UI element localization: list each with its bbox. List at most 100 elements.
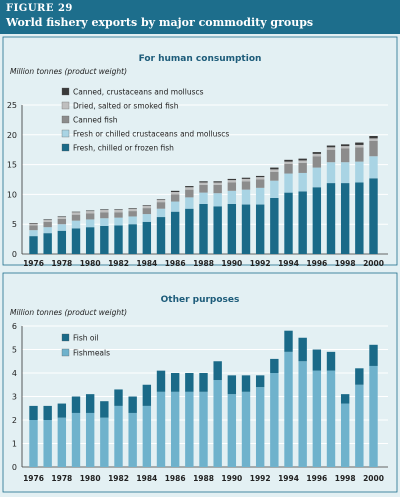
bar-segment-4-1992 <box>255 175 265 178</box>
bar-segment-4-1996 <box>312 152 322 154</box>
bar-segment-3-1981 <box>100 209 109 213</box>
x-tick-label: 1980 <box>80 259 101 268</box>
bar-segment-3-1992 <box>255 177 265 180</box>
bar-segment-0-1985 <box>156 391 166 467</box>
bar-segment-0-1988 <box>199 203 208 254</box>
bar-segment-2-1987 <box>185 189 194 198</box>
bar-segment-1-1983 <box>128 396 137 413</box>
bar-segment-1-1988 <box>199 373 208 392</box>
bar-segment-0-1996 <box>312 187 322 254</box>
bar-segment-1-1979 <box>71 396 81 413</box>
bar-segment-1-1995 <box>298 337 307 362</box>
bar-segment-1-1993 <box>270 358 279 373</box>
bar-segment-0-1998 <box>340 403 350 467</box>
bar-segment-3-1989 <box>213 182 222 185</box>
bar-segment-1-1999 <box>355 368 364 385</box>
x-tick-label: 2000 <box>363 259 384 268</box>
bar-segment-4-1989 <box>213 181 222 183</box>
legend-label: Fresh, chilled or frozen fish <box>73 144 174 153</box>
bar-segment-1-1982 <box>114 217 123 226</box>
bar-segment-4-1983 <box>128 208 137 209</box>
bar-segment-4-1997 <box>326 145 336 148</box>
bar-segment-4-1994 <box>284 159 293 162</box>
legend-label: Fishmeals <box>73 349 110 358</box>
bar-segment-0-2000 <box>369 365 378 467</box>
x-tick-label: 1986 <box>165 259 186 268</box>
bar-segment-1-1994 <box>284 173 293 193</box>
x-tick-label: 1978 <box>51 474 72 483</box>
y-tick-label: 1 <box>12 440 17 449</box>
bar-segment-2-1990 <box>227 182 237 191</box>
bar-segment-2-1982 <box>114 212 123 218</box>
bar-segment-1-1986 <box>170 373 180 392</box>
x-tick-label: 1998 <box>335 259 356 268</box>
bar-segment-2-1992 <box>255 179 265 188</box>
x-tick-label: 1988 <box>193 474 214 483</box>
bar-segment-4-1987 <box>185 186 194 188</box>
bar-segment-3-1983 <box>128 208 137 212</box>
bar-segment-4-1986 <box>170 190 180 193</box>
bar-segment-1-1998 <box>340 162 350 184</box>
bar-segment-0-1977 <box>43 233 52 254</box>
bar-segment-2-1976 <box>29 225 38 231</box>
bar-segment-1-2000 <box>369 344 378 366</box>
legend-swatch <box>61 115 70 124</box>
bar-segment-3-1979 <box>71 212 81 215</box>
bar-segment-0-1983 <box>128 412 137 467</box>
bar-segment-1-1997 <box>326 162 336 184</box>
bar-segment-2-1984 <box>142 208 152 215</box>
bar-segment-3-1978 <box>57 217 67 219</box>
bar-segment-1-1990 <box>227 375 237 395</box>
bar-segment-0-1983 <box>128 224 137 254</box>
bar-segment-4-1980 <box>85 210 95 212</box>
bar-segment-2-1988 <box>199 184 208 193</box>
x-tick-label: 1986 <box>165 474 186 483</box>
chart-frame-2 <box>2 272 398 493</box>
bar-segment-2-1991 <box>241 181 251 190</box>
y-tick-label: 20 <box>7 131 17 140</box>
bar-segment-0-1979 <box>71 412 81 467</box>
bar-segment-0-1998 <box>340 183 350 254</box>
bar-segment-1-1983 <box>128 216 137 225</box>
x-tick-label: 1976 <box>23 259 44 268</box>
legend-label: Dried, salted or smoked fish <box>73 102 179 111</box>
bar-segment-2-1981 <box>100 212 109 219</box>
bar-segment-0-1993 <box>270 373 279 467</box>
figure-title: World fishery exports by major commodity… <box>6 16 314 29</box>
bar-segment-1-1999 <box>355 161 364 183</box>
x-tick-label: 1992 <box>250 259 271 268</box>
bar-segment-3-1987 <box>185 187 194 190</box>
bar-segment-4-1985 <box>156 199 166 200</box>
bar-segment-1-1978 <box>57 403 67 418</box>
bar-segment-0-1981 <box>100 417 109 467</box>
legend-swatch <box>61 143 70 152</box>
legend-label: Canned fish <box>73 116 118 125</box>
bar-segment-2-2000 <box>369 140 378 157</box>
bar-segment-1-1994 <box>284 330 293 352</box>
x-tick-label: 1998 <box>335 474 356 483</box>
bar-segment-0-1993 <box>270 197 279 254</box>
chart-frame-1 <box>2 36 398 266</box>
bar-segment-1-1995 <box>298 172 307 192</box>
bar-segment-3-1991 <box>241 178 251 182</box>
bar-segment-3-1985 <box>156 199 166 203</box>
bar-segment-0-1995 <box>298 191 307 254</box>
bar-segment-0-1988 <box>199 391 208 467</box>
bar-segment-3-1977 <box>43 220 52 222</box>
bar-segment-2-1983 <box>128 211 137 217</box>
bar-segment-0-1996 <box>312 370 322 467</box>
y-tick-label: 15 <box>7 161 17 170</box>
bar-segment-3-1999 <box>355 144 364 148</box>
bar-segment-3-1994 <box>284 161 293 165</box>
bar-segment-1-1976 <box>29 405 38 420</box>
bar-segment-0-2000 <box>369 178 378 254</box>
bar-segment-1-1982 <box>114 389 123 406</box>
bar-segment-3-1997 <box>326 147 336 150</box>
bar-segment-4-2000 <box>369 135 378 139</box>
bar-segment-3-1986 <box>170 192 180 195</box>
bar-segment-0-1999 <box>355 384 364 467</box>
bar-segment-3-1976 <box>29 223 38 226</box>
bar-segment-0-1999 <box>355 182 364 254</box>
bar-segment-0-1987 <box>185 208 194 254</box>
bar-segment-0-1992 <box>255 204 265 254</box>
